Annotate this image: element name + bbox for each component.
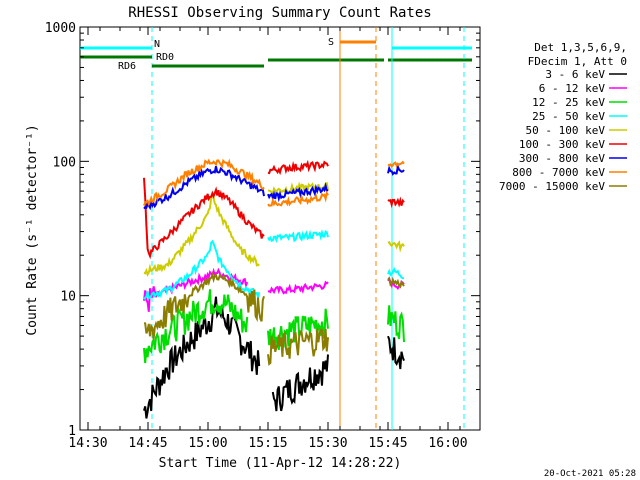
series-line-7-segment-2 xyxy=(267,181,329,203)
series-line-9-segment-3 xyxy=(387,277,405,289)
series-line-8-segment-2 xyxy=(267,190,329,207)
y-tick-label-0: 1 xyxy=(68,424,76,439)
x-tick-label-5: 15:45 xyxy=(368,436,407,451)
legend: Det 1,3,5,6,9,FDecim 1, Att 03 - 6 keV6 … xyxy=(499,41,627,193)
series-line-1-segment-2 xyxy=(271,354,329,412)
series-line-2-segment-2 xyxy=(267,280,329,295)
series-line-5-segment-3 xyxy=(387,240,405,253)
timestamp: 20-Oct-2021 05:28 xyxy=(544,469,636,479)
chart-title: RHESSI Observing Summary Count Rates xyxy=(128,5,431,21)
legend-label-3: 12 - 25 keV xyxy=(532,96,605,109)
series-line-8-segment-3 xyxy=(387,160,405,169)
annotations: N RD0 RD6 S xyxy=(80,27,472,430)
series-line-5-segment-1 xyxy=(143,195,260,277)
series-line-1-segment-3 xyxy=(387,335,405,370)
legend-label-7: 300 - 800 keV xyxy=(519,152,605,165)
y-axis: 1 10 100 1000 xyxy=(45,21,480,439)
x-axis-label: Start Time (11-Apr-12 14:28:22) xyxy=(159,456,402,471)
series-line-6-segment-3 xyxy=(387,196,405,209)
x-tick-label-1: 14:45 xyxy=(128,436,167,451)
series-line-3-segment-3 xyxy=(387,305,405,343)
series-line-9-segment-1 xyxy=(143,272,265,340)
x-tick-label-3: 15:15 xyxy=(248,436,287,451)
x-tick-label-6: 16:00 xyxy=(428,436,467,451)
x-tick-label-0: 14:30 xyxy=(68,436,107,451)
series-line-7-segment-1 xyxy=(143,165,265,211)
x-tick-label-2: 15:00 xyxy=(188,436,227,451)
legend-header-0: Det 1,3,5,6,9, xyxy=(534,41,627,54)
legend-label-2: 6 - 12 keV xyxy=(539,82,606,95)
series-line-4-segment-3 xyxy=(387,266,405,280)
legend-header-1: FDecim 1, Att 0 xyxy=(528,55,627,68)
annotation-label-3: S xyxy=(328,37,334,48)
series-line-6-segment-2 xyxy=(267,159,329,176)
series-line-3-segment-1 xyxy=(143,289,249,364)
series-line-9-segment-2 xyxy=(267,328,329,366)
series-line-8-segment-1 xyxy=(143,158,265,207)
annotation-label-0: N xyxy=(154,39,160,50)
series-line-6-segment-1 xyxy=(143,177,265,260)
y-axis-label: Count Rate (s⁻¹ detector⁻¹) xyxy=(25,124,40,335)
x-axis: 14:30 14:45 15:00 15:15 15:30 15:45 16:00 xyxy=(68,27,481,451)
y-tick-label-2: 100 xyxy=(53,155,76,170)
series-line-4-segment-1 xyxy=(143,239,261,301)
series-line-1-segment-1 xyxy=(143,296,261,419)
annotation-label-1: RD0 xyxy=(156,52,174,63)
legend-label-1: 3 - 6 keV xyxy=(545,68,605,81)
legend-label-4: 25 - 50 keV xyxy=(532,110,605,123)
y-tick-label-3: 1000 xyxy=(45,21,76,36)
x-tick-label-4: 15:30 xyxy=(308,436,347,451)
legend-label-8: 800 - 7000 keV xyxy=(512,166,605,179)
series-layer xyxy=(143,158,405,419)
legend-label-6: 100 - 300 keV xyxy=(519,138,605,151)
annotation-label-2: RD6 xyxy=(118,61,136,72)
series-line-4-segment-2 xyxy=(267,228,329,244)
legend-label-9: 7000 - 15000 keV xyxy=(499,180,605,193)
plot-frame xyxy=(79,26,481,431)
legend-label-5: 50 - 100 keV xyxy=(526,124,606,137)
y-tick-label-1: 10 xyxy=(60,290,76,305)
series-line-7-segment-3 xyxy=(387,163,405,176)
